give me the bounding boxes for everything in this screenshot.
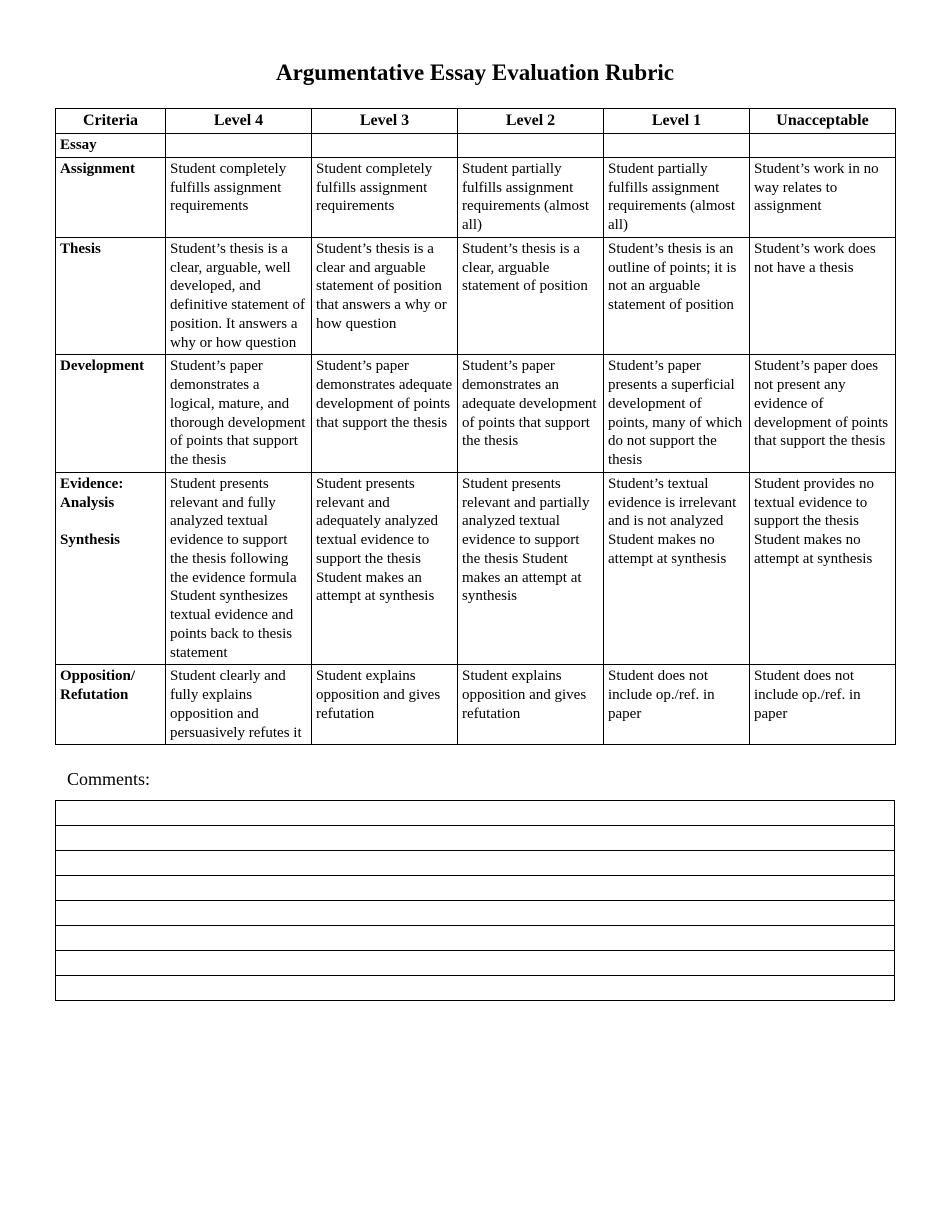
cell-l4: Student completely fulfills assignment r…	[166, 157, 312, 237]
table-row: Evidence: Analysis Synthesis Student pre…	[56, 472, 896, 665]
cell-u: Student’s paper does not present any evi…	[750, 355, 896, 473]
table-row: Development Student’s paper demonstrates…	[56, 355, 896, 473]
cell-l3: Student presents relevant and adequately…	[312, 472, 458, 665]
col-level1: Level 1	[604, 109, 750, 134]
section-row: Essay	[56, 134, 896, 158]
col-unacceptable: Unacceptable	[750, 109, 896, 134]
cell-u: Student’s work in no way relates to assi…	[750, 157, 896, 237]
comment-line	[56, 926, 895, 951]
comment-line	[56, 801, 895, 826]
criteria-cell: Evidence: Analysis Synthesis	[56, 472, 166, 665]
cell-u: Student does not include op./ref. in pap…	[750, 665, 896, 745]
cell-l1: Student’s paper presents a superficial d…	[604, 355, 750, 473]
criteria-cell: Development	[56, 355, 166, 473]
cell-u: Student’s work does not have a thesis	[750, 237, 896, 355]
criteria-cell: Opposition/ Refutation	[56, 665, 166, 745]
comments-label: Comments:	[55, 769, 895, 790]
empty-cell	[604, 134, 750, 158]
col-level4: Level 4	[166, 109, 312, 134]
col-level2: Level 2	[458, 109, 604, 134]
cell-l2: Student partially fulfills assignment re…	[458, 157, 604, 237]
comment-cell[interactable]	[56, 901, 895, 926]
cell-l1: Student’s textual evidence is irrelevant…	[604, 472, 750, 665]
cell-l3: Student explains opposition and gives re…	[312, 665, 458, 745]
comment-line	[56, 826, 895, 851]
comment-line	[56, 976, 895, 1001]
cell-l1: Student partially fulfills assignment re…	[604, 157, 750, 237]
cell-l1: Student does not include op./ref. in pap…	[604, 665, 750, 745]
comment-line	[56, 876, 895, 901]
cell-l2: Student explains opposition and gives re…	[458, 665, 604, 745]
table-row: Assignment Student completely fulfills a…	[56, 157, 896, 237]
comment-line	[56, 901, 895, 926]
header-row: Criteria Level 4 Level 3 Level 2 Level 1…	[56, 109, 896, 134]
empty-cell	[166, 134, 312, 158]
page-title: Argumentative Essay Evaluation Rubric	[55, 60, 895, 86]
empty-cell	[312, 134, 458, 158]
comment-cell[interactable]	[56, 826, 895, 851]
comments-table	[55, 800, 895, 1001]
cell-l3: Student’s thesis is a clear and arguable…	[312, 237, 458, 355]
cell-l2: Student presents relevant and partially …	[458, 472, 604, 665]
cell-l4: Student clearly and fully explains oppos…	[166, 665, 312, 745]
cell-l3: Student’s paper demonstrates adequate de…	[312, 355, 458, 473]
rubric-table: Criteria Level 4 Level 3 Level 2 Level 1…	[55, 108, 896, 745]
comment-cell[interactable]	[56, 976, 895, 1001]
criteria-cell: Thesis	[56, 237, 166, 355]
empty-cell	[458, 134, 604, 158]
col-level3: Level 3	[312, 109, 458, 134]
cell-l2: Student’s paper demonstrates an adequate…	[458, 355, 604, 473]
table-row: Opposition/ Refutation Student clearly a…	[56, 665, 896, 745]
cell-u: Student provides no textual evidence to …	[750, 472, 896, 665]
cell-l3: Student completely fulfills assignment r…	[312, 157, 458, 237]
comment-cell[interactable]	[56, 876, 895, 901]
cell-l2: Student’s thesis is a clear, arguable st…	[458, 237, 604, 355]
col-criteria: Criteria	[56, 109, 166, 134]
section-label: Essay	[56, 134, 166, 158]
comment-cell[interactable]	[56, 926, 895, 951]
cell-l4: Student’s thesis is a clear, arguable, w…	[166, 237, 312, 355]
comment-cell[interactable]	[56, 951, 895, 976]
table-row: Thesis Student’s thesis is a clear, argu…	[56, 237, 896, 355]
comment-cell[interactable]	[56, 801, 895, 826]
comment-line	[56, 851, 895, 876]
page: Argumentative Essay Evaluation Rubric Cr…	[0, 0, 950, 1041]
cell-l4: Student’s paper demonstrates a logical, …	[166, 355, 312, 473]
empty-cell	[750, 134, 896, 158]
comment-line	[56, 951, 895, 976]
comment-cell[interactable]	[56, 851, 895, 876]
criteria-cell: Assignment	[56, 157, 166, 237]
cell-l1: Student’s thesis is an outline of points…	[604, 237, 750, 355]
cell-l4: Student presents relevant and fully anal…	[166, 472, 312, 665]
